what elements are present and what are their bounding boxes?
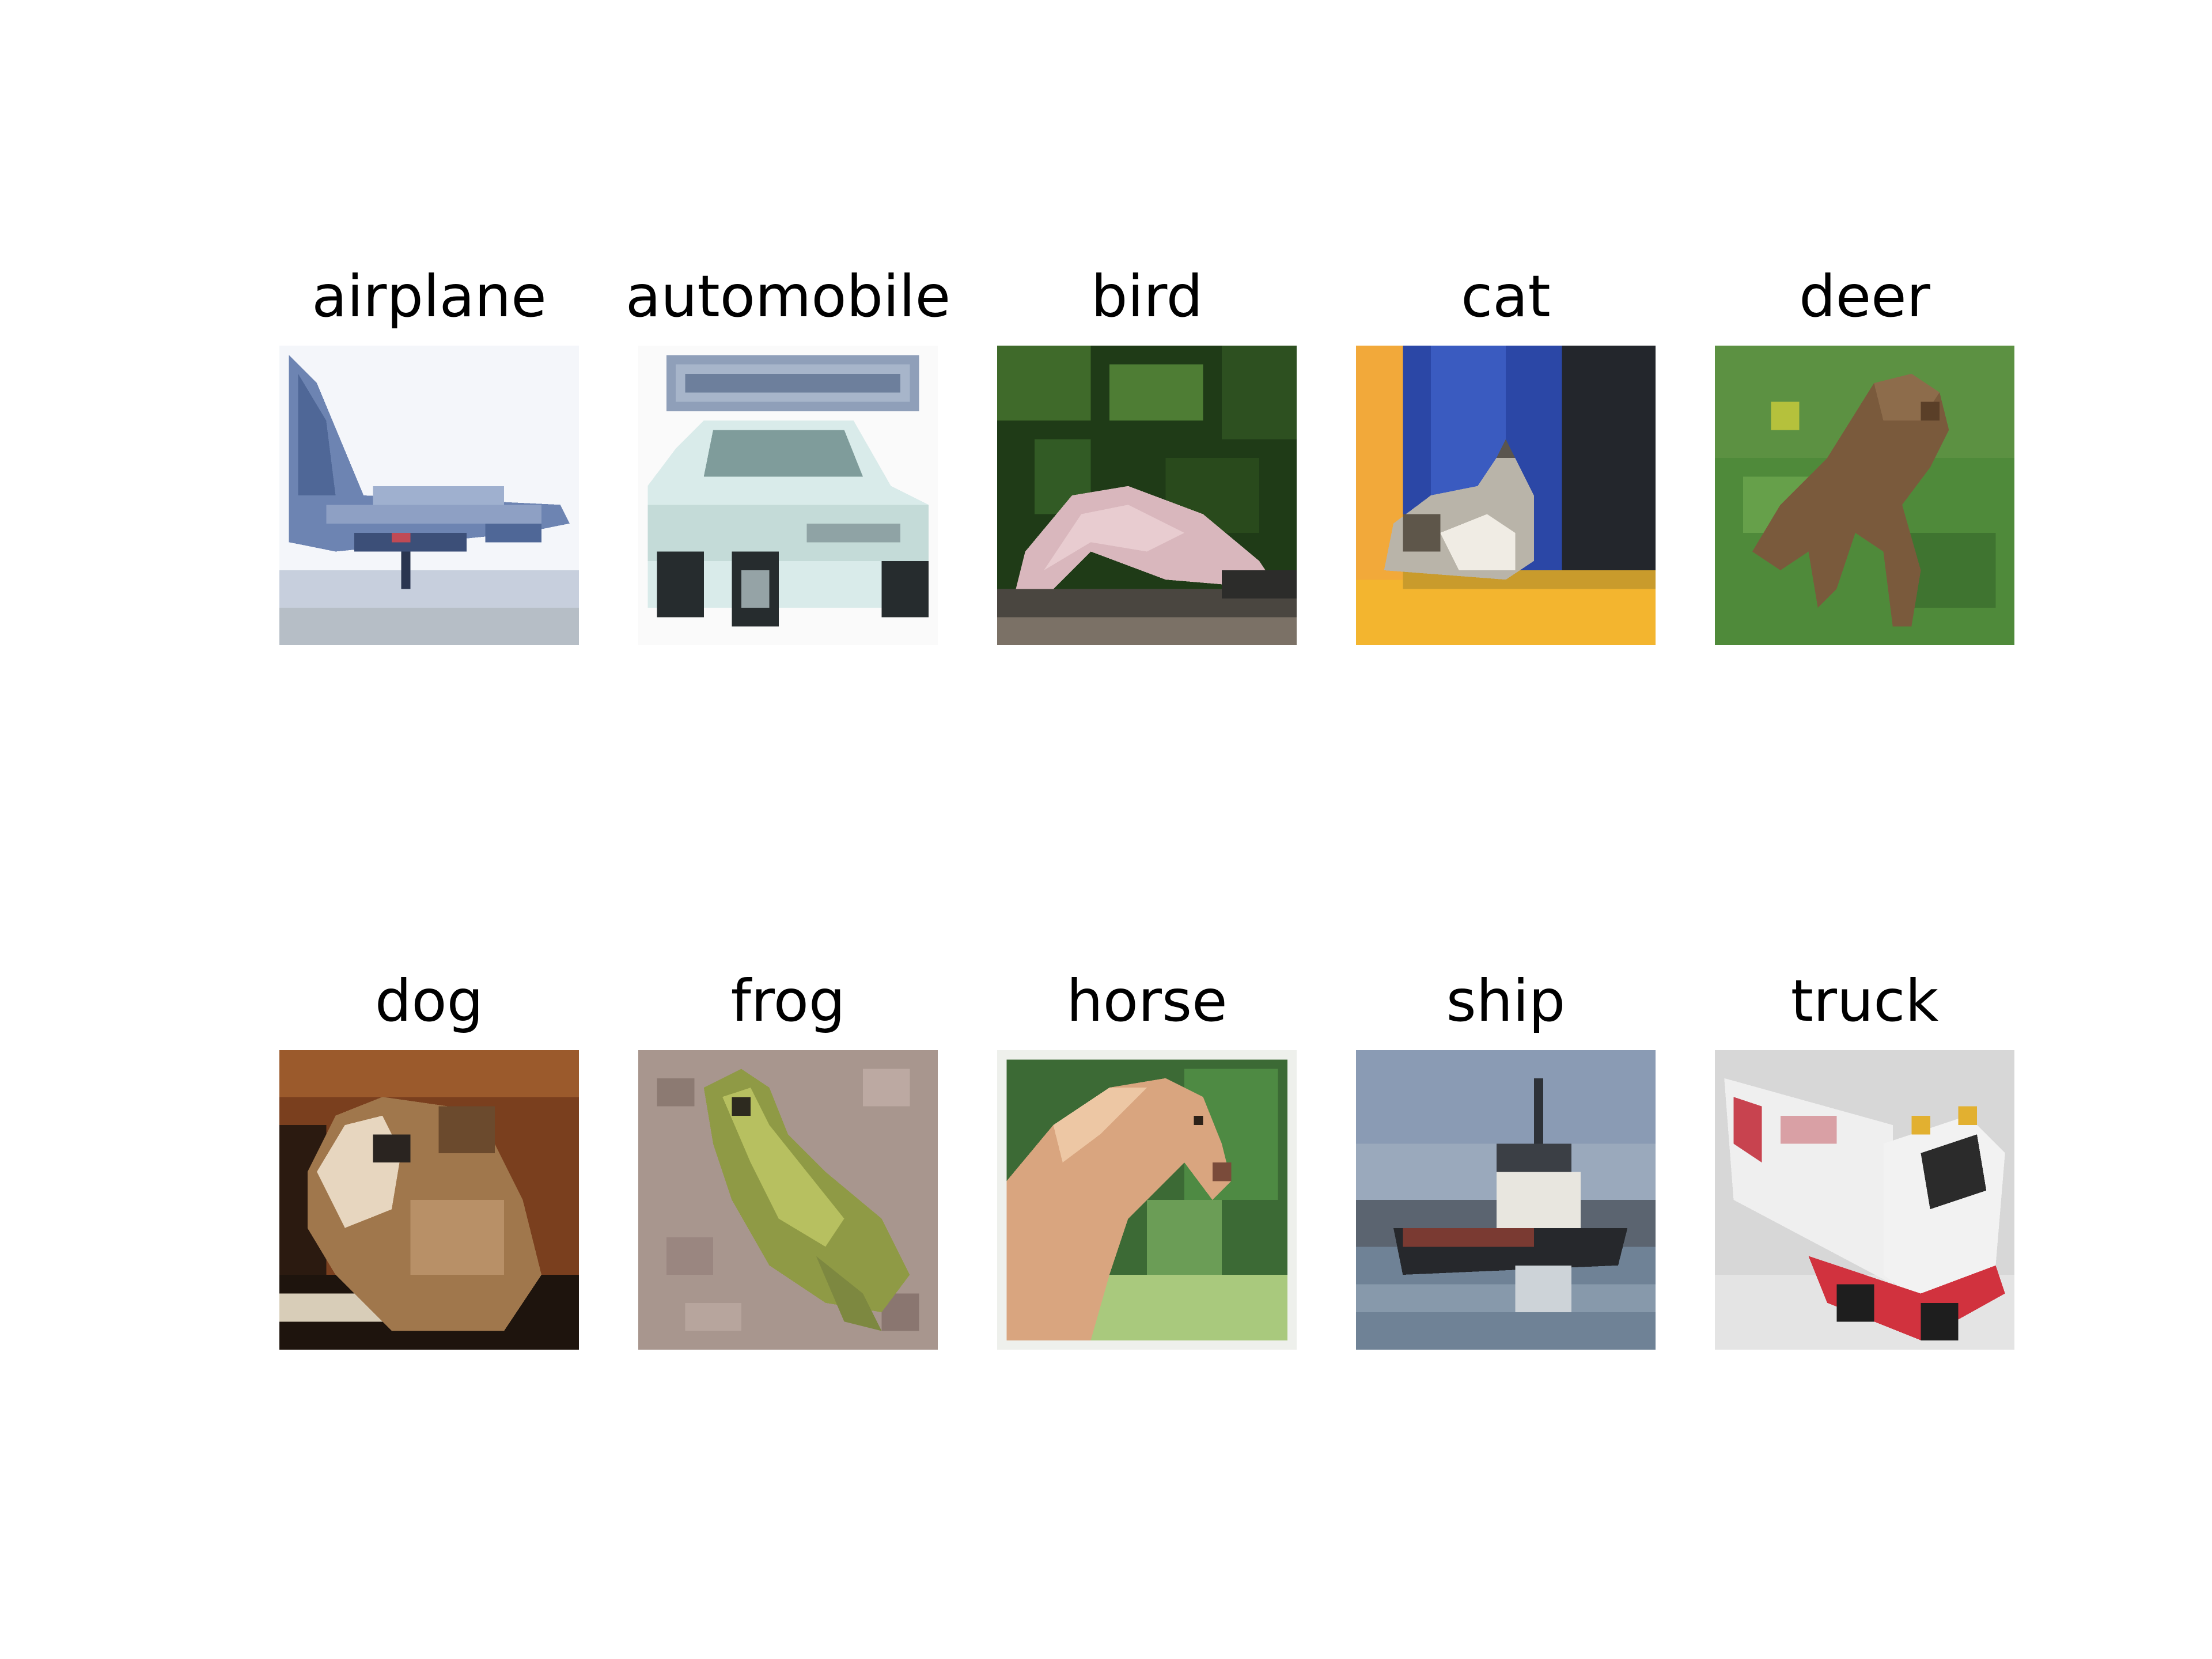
panel-title: dog	[374, 967, 484, 1035]
truck-thumbnail	[1715, 1050, 2014, 1350]
frog-thumbnail	[638, 1050, 938, 1350]
panel-title: truck	[1790, 967, 1939, 1035]
panel-title: horse	[1066, 967, 1228, 1035]
airplane-thumbnail	[279, 346, 579, 645]
panel-title: cat	[1461, 263, 1551, 330]
panel-title: airplane	[312, 263, 547, 330]
cat-thumbnail	[1356, 346, 1656, 645]
horse-thumbnail	[997, 1050, 1297, 1350]
automobile-thumbnail	[638, 346, 938, 645]
bird-thumbnail	[997, 346, 1297, 645]
panel-title: automobile	[625, 263, 951, 330]
panel-title: deer	[1799, 263, 1930, 330]
panel-title: ship	[1446, 967, 1566, 1035]
ship-thumbnail	[1356, 1050, 1656, 1350]
panel-title: bird	[1090, 263, 1203, 330]
dog-thumbnail	[279, 1050, 579, 1350]
panel-title: frog	[730, 967, 846, 1035]
deer-thumbnail	[1715, 346, 2014, 645]
